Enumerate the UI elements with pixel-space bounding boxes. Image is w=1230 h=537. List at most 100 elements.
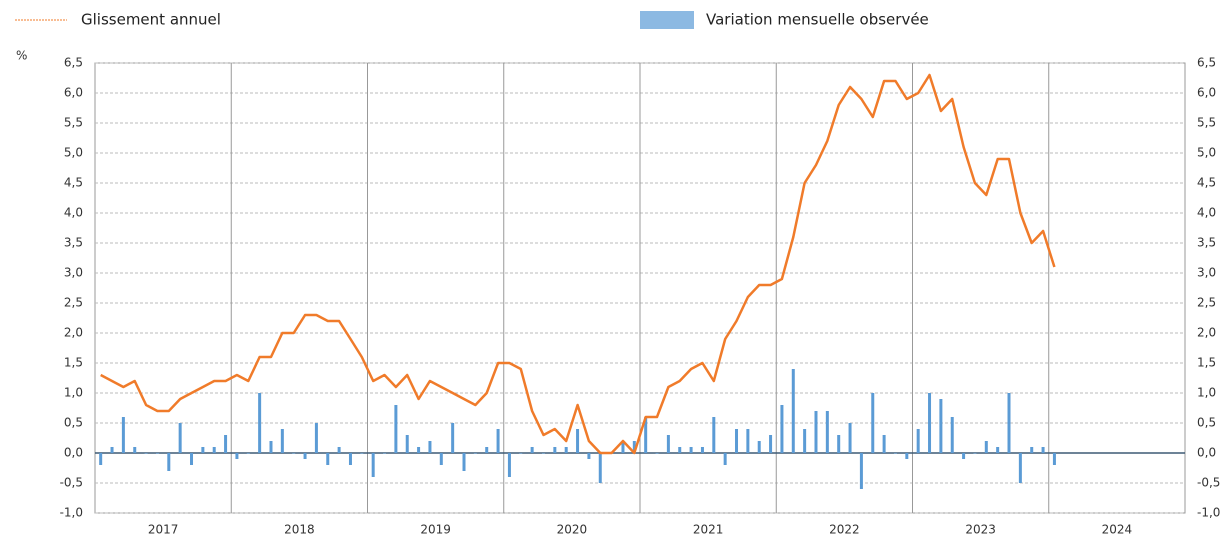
- bar: [700, 447, 704, 453]
- bar: [451, 423, 455, 453]
- bar: [235, 453, 239, 459]
- y-tick-label: 5,0: [64, 146, 83, 160]
- bar: [383, 453, 387, 454]
- bar: [905, 453, 909, 459]
- y-tick-label: -1,0: [60, 506, 83, 520]
- bar: [292, 453, 296, 454]
- y-tick-label-right: 4,0: [1197, 206, 1216, 220]
- bar: [428, 441, 432, 453]
- bar: [269, 441, 273, 453]
- bar: [348, 453, 352, 465]
- x-tick-label: 2022: [829, 523, 860, 537]
- bar: [371, 453, 375, 477]
- y-tick-label-right: 6,5: [1197, 56, 1216, 70]
- bar: [326, 453, 330, 465]
- bar: [405, 435, 409, 453]
- x-tick-label: 2019: [420, 523, 451, 537]
- bar: [439, 453, 443, 465]
- bar: [110, 447, 114, 453]
- y-tick-label-right: -0,5: [1197, 476, 1220, 490]
- y-tick-label-right: 2,5: [1197, 296, 1216, 310]
- y-tick-label: 4,0: [64, 206, 83, 220]
- y-tick-label: 4,5: [64, 176, 83, 190]
- y-tick-label: 6,5: [64, 56, 83, 70]
- bar: [121, 417, 125, 453]
- bar: [1052, 453, 1056, 465]
- bar: [837, 435, 841, 453]
- bar: [303, 453, 307, 459]
- y-tick-label: 0,5: [64, 416, 83, 430]
- bar: [791, 369, 795, 453]
- legend-swatch: [640, 11, 694, 29]
- bar: [1041, 447, 1045, 453]
- bar: [337, 447, 341, 453]
- bar: [984, 441, 988, 453]
- y-tick-label: 1,0: [64, 386, 83, 400]
- bar: [485, 447, 489, 453]
- bar: [939, 399, 943, 453]
- bar: [1030, 447, 1034, 453]
- bar: [258, 393, 262, 453]
- bar: [133, 447, 137, 453]
- legend-label: Glissement annuel: [81, 11, 221, 29]
- bar: [246, 453, 250, 454]
- bar: [541, 453, 545, 454]
- bar: [644, 417, 648, 453]
- bar: [462, 453, 466, 471]
- y-tick-label-right: 0,0: [1197, 446, 1216, 460]
- y-tick-label-right: 5,0: [1197, 146, 1216, 160]
- bar: [473, 453, 477, 454]
- bar: [769, 435, 773, 453]
- y-tick-label-right: 3,5: [1197, 236, 1216, 250]
- x-tick-label: 2021: [693, 523, 724, 537]
- bar: [723, 453, 727, 465]
- y-tick-label-right: 4,5: [1197, 176, 1216, 190]
- y-tick-label: 1,5: [64, 356, 83, 370]
- bar: [678, 447, 682, 453]
- y-unit-label: %: [16, 49, 27, 63]
- bar: [859, 453, 863, 489]
- bar: [99, 453, 103, 465]
- bar: [360, 453, 364, 454]
- bar: [190, 453, 194, 465]
- y-tick-label-right: 6,0: [1197, 86, 1216, 100]
- y-tick-label-right: 0,5: [1197, 416, 1216, 430]
- bar: [598, 453, 602, 483]
- bar: [655, 453, 659, 454]
- bar: [224, 435, 228, 453]
- x-tick-label: 2023: [965, 523, 996, 537]
- bar: [893, 453, 897, 454]
- bar: [962, 453, 966, 459]
- bar: [632, 441, 636, 453]
- bar: [689, 447, 693, 453]
- bar: [167, 453, 171, 471]
- y-tick-label-right: 3,0: [1197, 266, 1216, 280]
- bar: [916, 429, 920, 453]
- y-tick-label: -0,5: [60, 476, 83, 490]
- bar: [1018, 453, 1022, 483]
- legend-label: Variation mensuelle observée: [706, 11, 929, 29]
- bar: [757, 441, 761, 453]
- bar: [928, 393, 932, 453]
- y-tick-label: 3,5: [64, 236, 83, 250]
- bar: [803, 429, 807, 453]
- y-tick-label: 6,0: [64, 86, 83, 100]
- bar: [666, 435, 670, 453]
- bar: [746, 429, 750, 453]
- bar: [201, 447, 205, 453]
- bar: [814, 411, 818, 453]
- bar: [882, 435, 886, 453]
- bar: [507, 453, 511, 477]
- bar: [1007, 393, 1011, 453]
- bar: [950, 417, 954, 453]
- bar: [280, 429, 284, 453]
- x-tick-label: 2017: [148, 523, 179, 537]
- bar: [496, 429, 500, 453]
- bar: [735, 429, 739, 453]
- bar: [621, 441, 625, 453]
- y-tick-label-right: 2,0: [1197, 326, 1216, 340]
- y-tick-label: 2,0: [64, 326, 83, 340]
- bar: [712, 417, 716, 453]
- bar: [553, 447, 557, 453]
- bar: [564, 447, 568, 453]
